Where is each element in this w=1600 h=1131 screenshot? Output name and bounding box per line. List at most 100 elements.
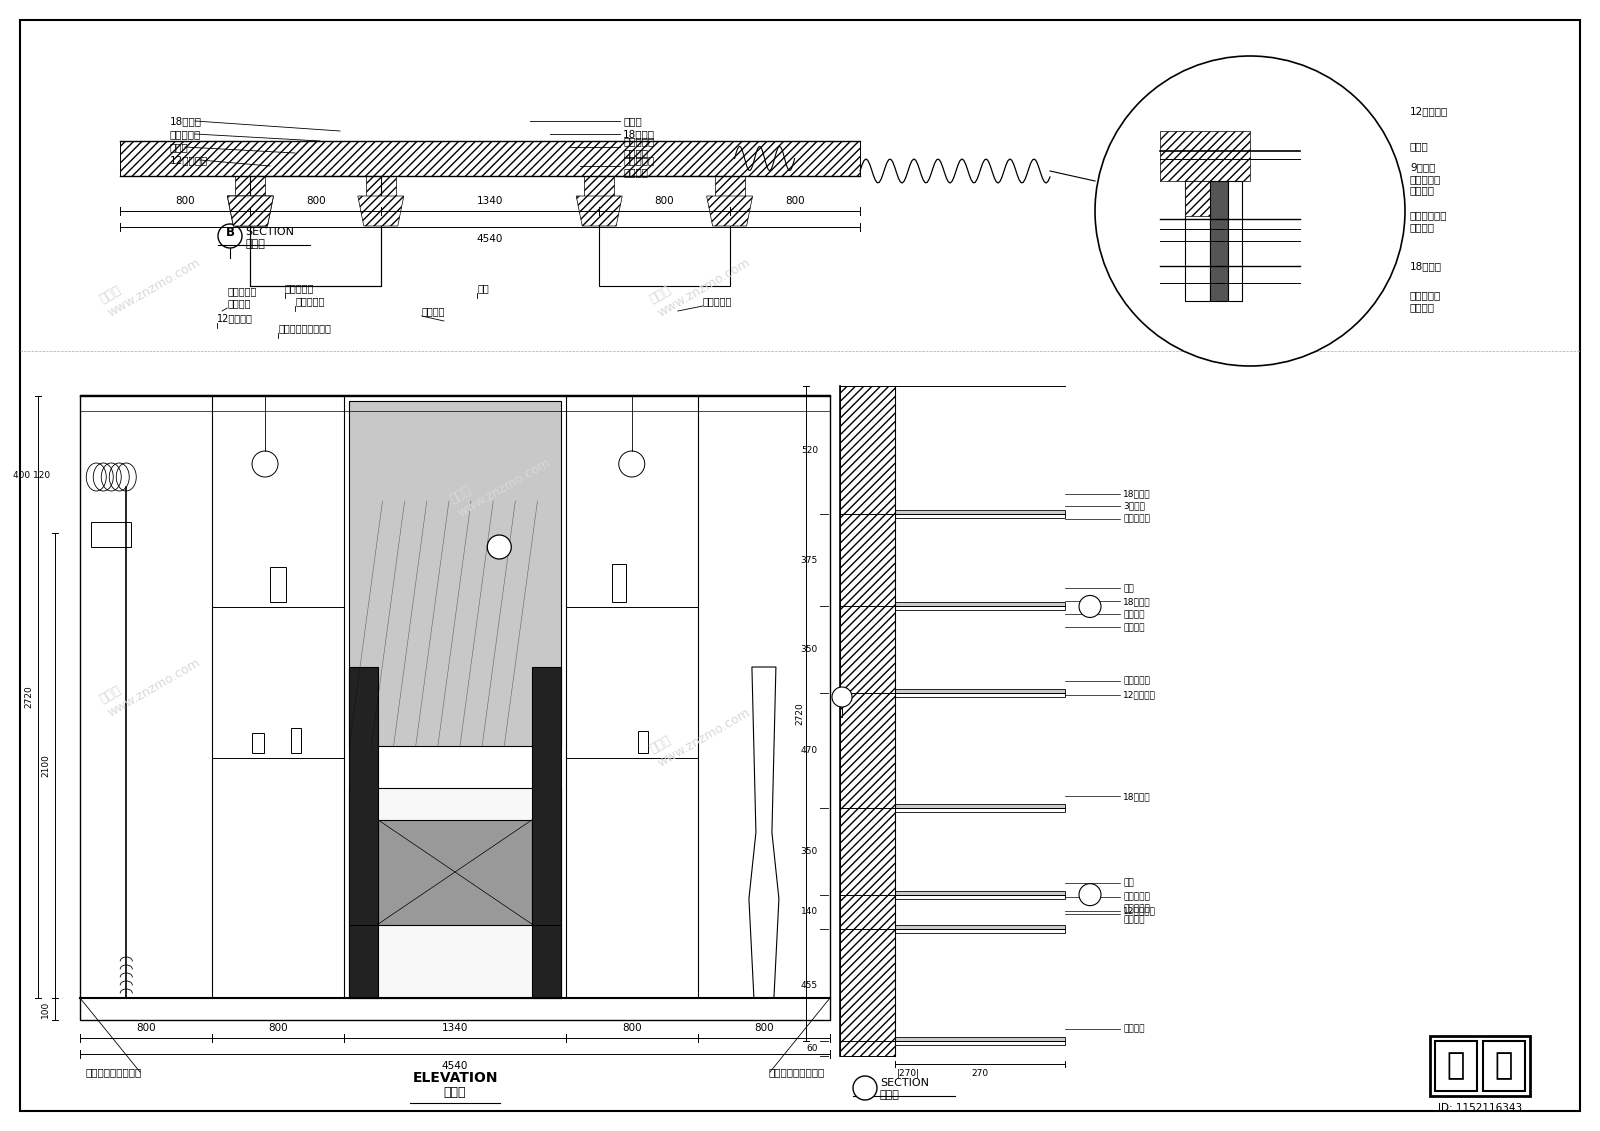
- Text: 800: 800: [176, 196, 195, 206]
- Circle shape: [832, 687, 851, 707]
- Text: 不锈钢扣: 不锈钢扣: [422, 307, 445, 316]
- Bar: [894, 603, 1066, 606]
- Text: 红樱木夹板亚光清漆: 红樱木夹板亚光清漆: [85, 1067, 141, 1077]
- Bar: [611, 564, 626, 602]
- Bar: [349, 402, 560, 746]
- Text: 18厘夹板: 18厘夹板: [170, 116, 202, 126]
- Text: 知末网
www.znzmo.com: 知末网 www.znzmo.com: [98, 243, 202, 319]
- Text: 800: 800: [306, 196, 325, 206]
- Text: 筒灯: 筒灯: [1123, 878, 1134, 887]
- Bar: [250, 176, 381, 286]
- Text: 知末网
www.znzmo.com: 知末网 www.znzmo.com: [98, 642, 202, 719]
- Text: 磨砂白玻璃: 磨砂白玻璃: [296, 296, 325, 307]
- Bar: [894, 895, 1066, 899]
- Text: 800: 800: [622, 1024, 642, 1033]
- Text: 木龙骨: 木龙骨: [1410, 141, 1429, 152]
- Text: 350: 350: [800, 847, 818, 856]
- Text: 红樱木夹板亚光清漆: 红樱木夹板亚光清漆: [768, 1067, 826, 1077]
- Text: 9厘夹板
红樱木夹板
亚光清漆: 9厘夹板 红樱木夹板 亚光清漆: [1410, 163, 1442, 196]
- Bar: [894, 689, 1066, 692]
- Text: 红樱木夹板
亚光清漆: 红樱木夹板 亚光清漆: [622, 136, 654, 158]
- Text: 60: 60: [806, 1044, 818, 1053]
- Text: 2720: 2720: [24, 685, 34, 708]
- Bar: [1160, 131, 1250, 181]
- Text: 270: 270: [971, 1070, 989, 1079]
- Text: 4540: 4540: [442, 1061, 469, 1071]
- Text: 2720: 2720: [795, 702, 805, 725]
- Text: 不锈钢扣: 不锈钢扣: [1123, 1025, 1144, 1034]
- Bar: [584, 176, 614, 196]
- Text: 800: 800: [269, 1024, 288, 1033]
- Text: A: A: [861, 1079, 869, 1091]
- Text: A: A: [494, 539, 504, 549]
- Bar: [840, 386, 894, 1056]
- Bar: [894, 925, 1066, 930]
- Polygon shape: [707, 196, 752, 226]
- Bar: [1210, 181, 1229, 301]
- Text: 木龙骨架: 木龙骨架: [1123, 610, 1144, 619]
- Text: 木龙骨: 木龙骨: [622, 116, 642, 126]
- Polygon shape: [358, 196, 403, 226]
- Bar: [349, 667, 378, 998]
- Text: 12厘清玻璃: 12厘清玻璃: [1123, 690, 1155, 699]
- Text: 18厘夹板: 18厘夹板: [1410, 261, 1442, 271]
- Text: 520: 520: [802, 446, 818, 455]
- Bar: [270, 567, 286, 602]
- Text: 剖面图: 剖面图: [880, 1090, 899, 1100]
- Bar: [1435, 1041, 1477, 1091]
- Text: 红樱木夹板亚光清漆: 红樱木夹板亚光清漆: [278, 323, 331, 333]
- Text: 白色乳胶漆: 白色乳胶漆: [1123, 892, 1150, 901]
- Text: 白色乳胶漆: 白色乳胶漆: [285, 283, 314, 293]
- Text: |270|: |270|: [898, 1070, 920, 1079]
- Bar: [1229, 181, 1242, 301]
- Text: 18厘夹板: 18厘夹板: [1123, 597, 1150, 606]
- Circle shape: [1078, 883, 1101, 906]
- Text: SECTION: SECTION: [880, 1078, 930, 1088]
- Bar: [349, 788, 560, 998]
- Bar: [80, 395, 830, 1020]
- Text: 1340: 1340: [477, 196, 502, 206]
- Text: 800: 800: [754, 1024, 774, 1033]
- Circle shape: [488, 535, 512, 559]
- Text: 知末网
www.znzmo.com: 知末网 www.znzmo.com: [448, 442, 552, 519]
- Text: 木龙骨: 木龙骨: [170, 143, 189, 152]
- Bar: [894, 606, 1066, 611]
- Text: 18厘夹板: 18厘夹板: [1123, 490, 1150, 499]
- Text: 红樱木夹板
亚光清漆: 红樱木夹板 亚光清漆: [1410, 291, 1442, 312]
- Polygon shape: [227, 196, 274, 226]
- Text: 3厘夹板: 3厘夹板: [1123, 501, 1146, 510]
- Text: 12厘清玻璃: 12厘清玻璃: [170, 155, 208, 165]
- Text: 末: 末: [1494, 1052, 1514, 1080]
- Text: 射灯: 射灯: [1123, 584, 1134, 593]
- Text: C: C: [1086, 598, 1094, 608]
- Bar: [894, 692, 1066, 697]
- Text: 白色乳胶漆: 白色乳胶漆: [1123, 676, 1150, 685]
- Text: 800: 800: [654, 196, 674, 206]
- Bar: [366, 176, 395, 196]
- Text: 400 120: 400 120: [13, 472, 50, 481]
- Text: 射灯: 射灯: [477, 283, 490, 293]
- Text: SECTION: SECTION: [245, 227, 294, 238]
- Text: 2100: 2100: [42, 754, 50, 777]
- Bar: [894, 1037, 1066, 1042]
- Text: B: B: [226, 226, 235, 240]
- Text: 800: 800: [786, 196, 805, 206]
- Text: -: -: [846, 696, 851, 709]
- Text: 1340: 1340: [442, 1024, 469, 1033]
- Text: 红樱木夹板
亚光清漆: 红樱木夹板 亚光清漆: [622, 155, 654, 176]
- Text: 140: 140: [802, 907, 818, 916]
- Bar: [378, 820, 533, 924]
- Text: 红樱木夹板
亚光清漆: 红樱木夹板 亚光清漆: [227, 286, 256, 308]
- Bar: [1483, 1041, 1525, 1091]
- Bar: [894, 515, 1066, 518]
- Text: 12厘清玻璃: 12厘清玻璃: [1123, 906, 1155, 915]
- Text: 知: 知: [1446, 1052, 1466, 1080]
- Text: 红樱木夹板
亚光清漆: 红樱木夹板 亚光清漆: [1123, 905, 1150, 924]
- Text: ELEVATION: ELEVATION: [413, 1071, 498, 1085]
- Bar: [1186, 181, 1210, 216]
- Bar: [894, 804, 1066, 809]
- Bar: [600, 176, 730, 286]
- Text: 100: 100: [42, 1001, 50, 1018]
- Text: D: D: [1086, 887, 1094, 897]
- Bar: [894, 809, 1066, 812]
